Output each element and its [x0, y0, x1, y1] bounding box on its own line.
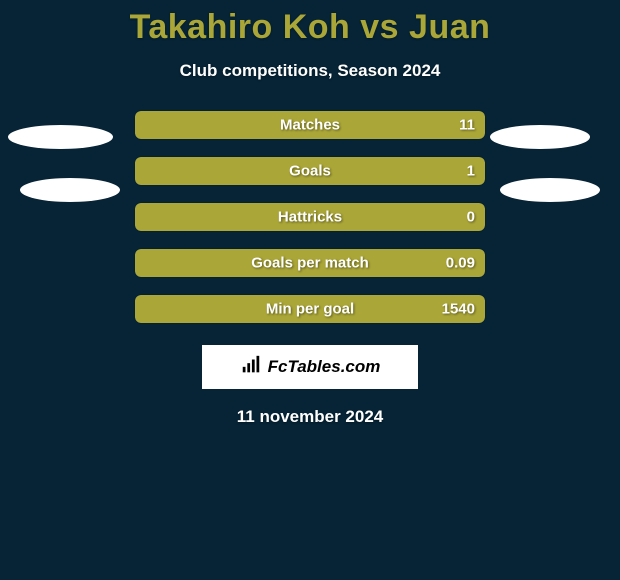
decorative-ellipse [8, 125, 113, 149]
decorative-ellipse [500, 178, 600, 202]
brand-text: FcTables.com [268, 357, 381, 377]
stat-value: 1 [467, 163, 475, 180]
stat-row: Hattricks 0 [135, 203, 485, 231]
stat-row: Min per goal 1540 [135, 295, 485, 323]
stat-label: Hattricks [278, 209, 342, 226]
stat-label: Goals [289, 163, 331, 180]
decorative-ellipse [490, 125, 590, 149]
stat-label: Min per goal [266, 301, 354, 318]
stat-value: 11 [459, 117, 475, 134]
date-text: 11 november 2024 [0, 407, 620, 427]
stat-label: Matches [280, 117, 340, 134]
stat-row: Goals 1 [135, 157, 485, 185]
stats-container: Matches 11 Goals 1 Hattricks 0 Goals per match… [135, 111, 485, 323]
stat-label: Goals per match [251, 255, 369, 272]
decorative-ellipse [20, 178, 120, 202]
stat-row: Matches 11 [135, 111, 485, 139]
subtitle: Club competitions, Season 2024 [0, 61, 620, 81]
stat-value: 0 [467, 209, 475, 226]
brand-box[interactable]: FcTables.com [202, 345, 418, 389]
bar-chart-icon [240, 354, 262, 381]
page-title: Takahiro Koh vs Juan [0, 0, 620, 47]
stat-value: 0.09 [446, 255, 475, 272]
stat-value: 1540 [442, 301, 475, 318]
stat-row: Goals per match 0.09 [135, 249, 485, 277]
